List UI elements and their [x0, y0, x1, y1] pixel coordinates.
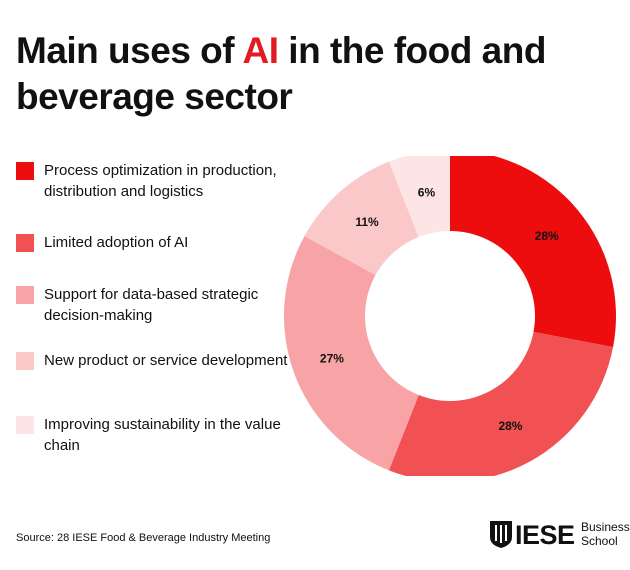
logo-subtitle-line-1: Business	[581, 520, 630, 534]
source-note: Source: 28 IESE Food & Beverage Industry…	[16, 532, 271, 544]
legend-label: New product or service development	[44, 352, 288, 369]
slice-value-label: 27%	[320, 352, 344, 366]
legend-label: Limited adoption of AI	[44, 234, 189, 251]
donut-chart-svg: 28% 28% 27% 11% 6%	[284, 156, 616, 476]
donut-slice	[388, 156, 450, 237]
legend-swatch	[16, 286, 34, 304]
legend-swatch	[16, 352, 34, 370]
slice-value-label: 11%	[355, 215, 379, 229]
chart-title: Main uses of AI in the food and beverage…	[16, 28, 616, 120]
legend-swatch	[16, 234, 34, 252]
donut-slice	[284, 236, 419, 471]
slice-value-label: 28%	[535, 229, 559, 243]
slice-value-label: 6%	[418, 186, 436, 200]
iese-logo: IESE Business School	[488, 516, 630, 556]
slice-value-label: 28%	[498, 419, 522, 433]
donut-chart: 28% 28% 27% 11% 6%	[284, 156, 616, 476]
title-highlight: AI	[242, 30, 280, 71]
logo-wordmark: IESE	[515, 520, 575, 550]
legend-swatch	[16, 416, 34, 434]
legend-label: Process optimization in production, dist…	[44, 162, 277, 200]
donut-slice	[450, 156, 616, 348]
title-part-2: in the food and beverage sector	[16, 30, 546, 117]
legend-label: Improving sustainability in the value ch…	[44, 416, 281, 454]
donut-slice	[304, 161, 419, 276]
legend-label: Support for data-based strategic decisio…	[44, 286, 259, 324]
title-part-1: Main uses of	[16, 30, 243, 71]
logo-subtitle-line-2: School	[581, 534, 618, 548]
logo-subtitle: Business School	[581, 520, 630, 548]
legend-swatch	[16, 162, 34, 180]
donut-slice	[388, 331, 614, 476]
iese-emblem-icon	[490, 521, 512, 548]
